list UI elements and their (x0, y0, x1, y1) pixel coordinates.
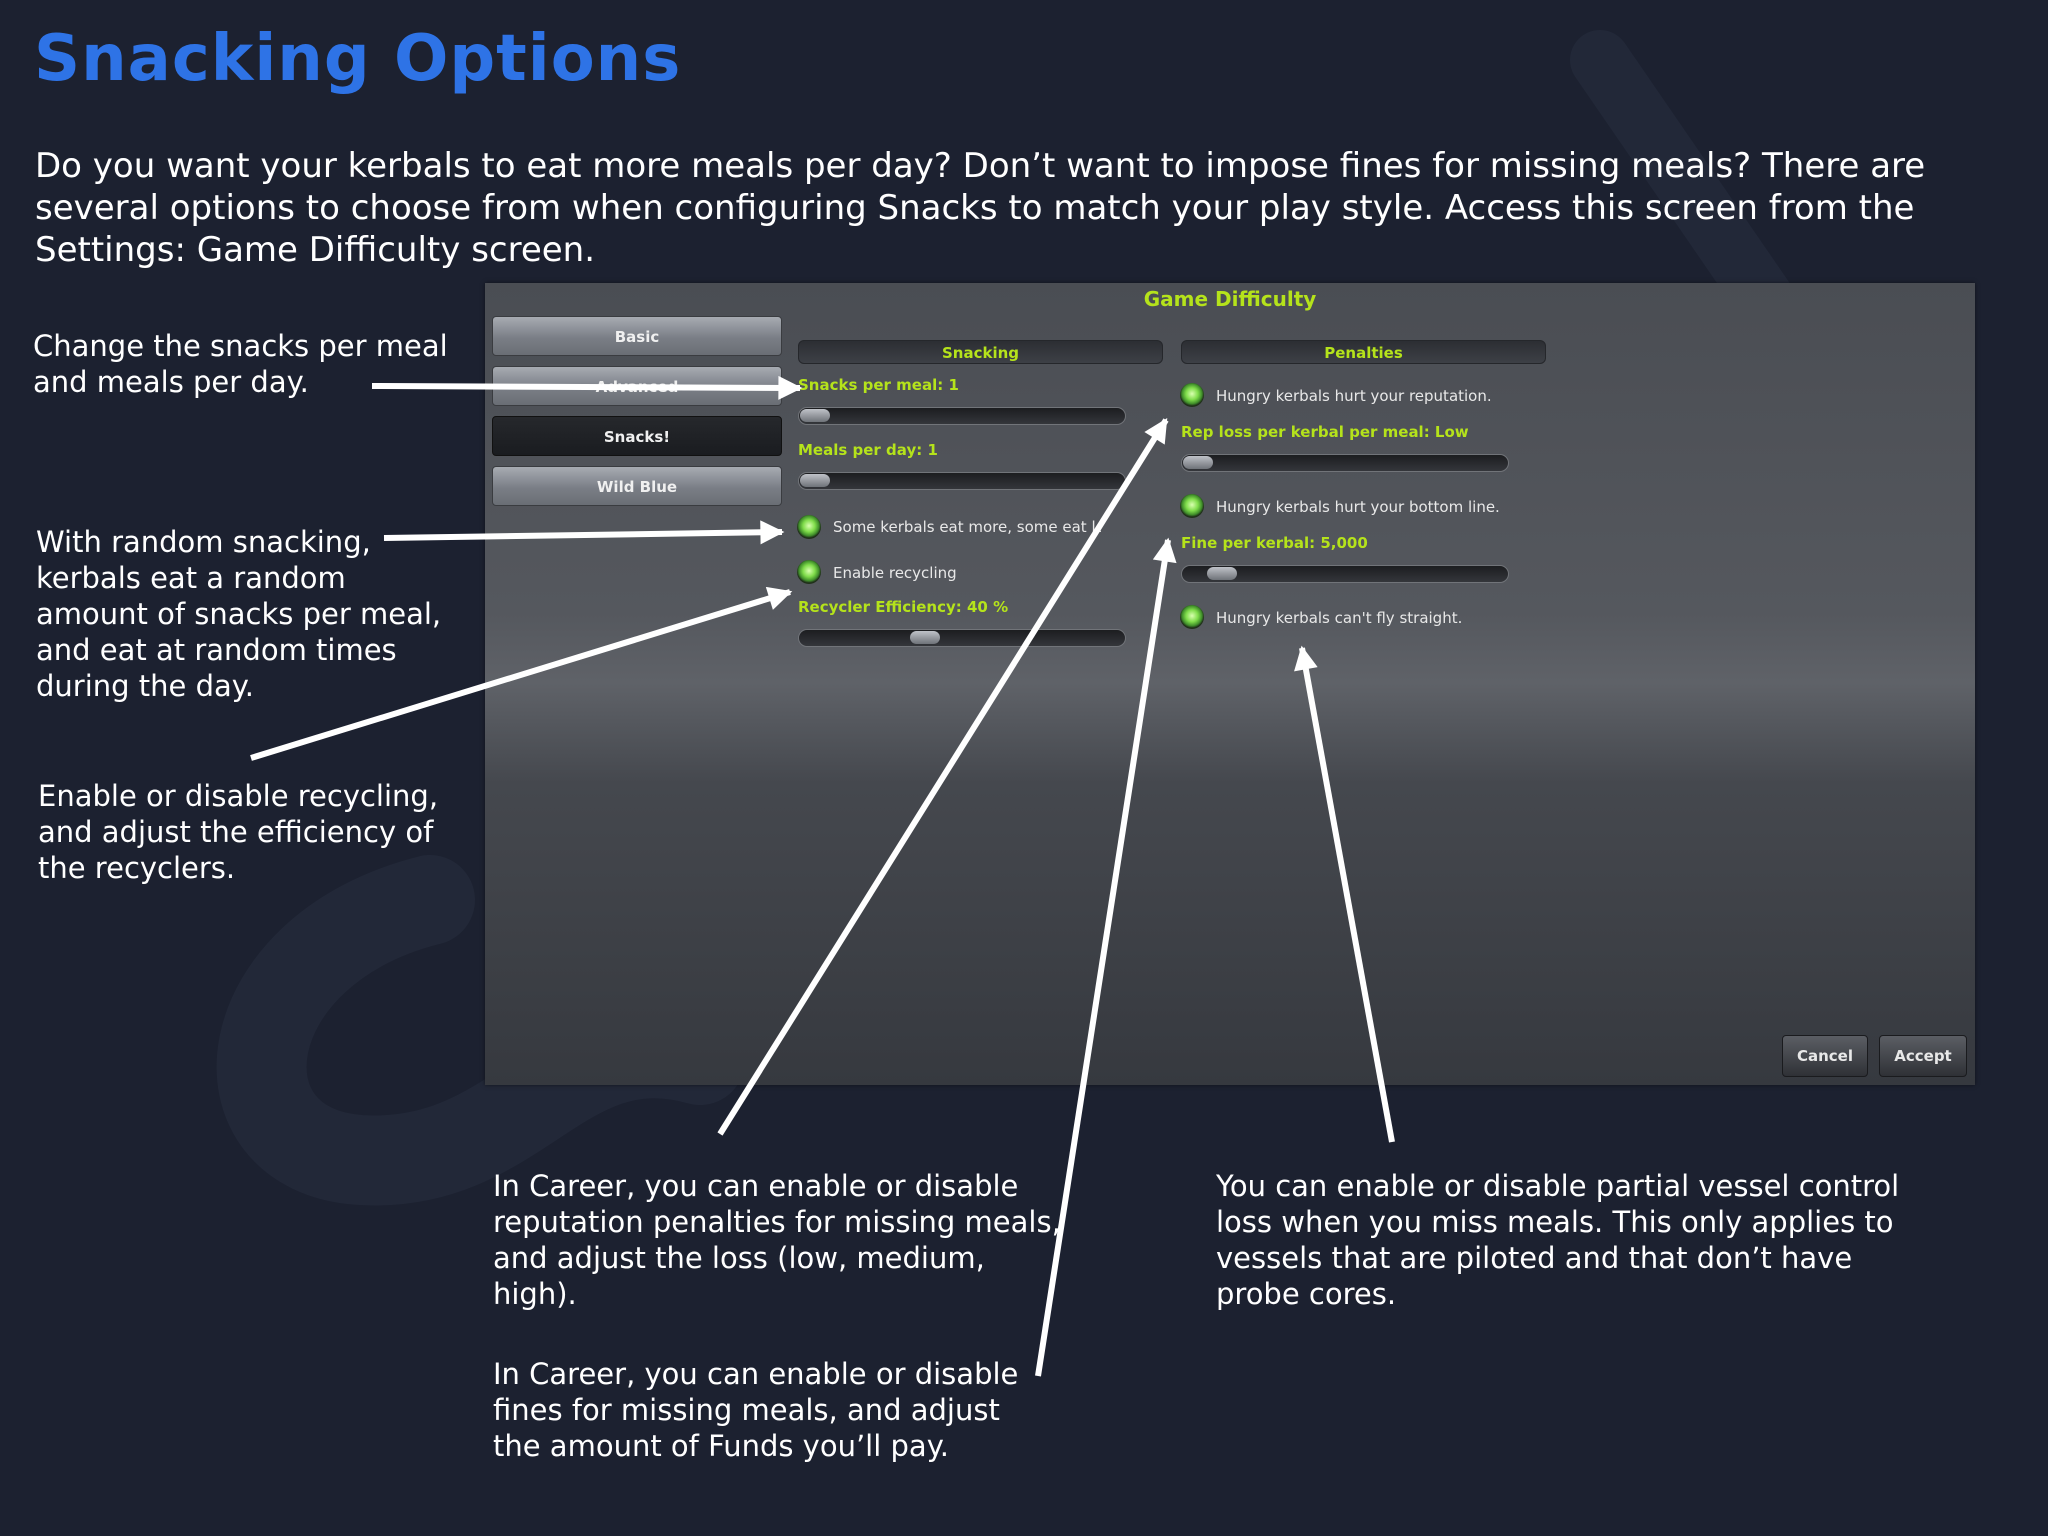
recycler-efficiency-label: Recycler Efficiency: 40 % (798, 598, 1009, 616)
tab-snacks[interactable]: Snacks! (492, 416, 782, 456)
slider-handle[interactable] (800, 474, 830, 487)
fine-per-kerbal-slider[interactable] (1181, 565, 1509, 583)
random-snacking-toggle[interactable] (797, 515, 821, 539)
random-snacking-label: Some kerbals eat more, some eat less (833, 518, 1101, 536)
fine-penalty-toggle[interactable] (1180, 494, 1204, 518)
page-title: Snacking Options (34, 22, 682, 96)
control-loss-label: Hungry kerbals can't fly straight. (1216, 609, 1463, 627)
control-loss-toggle[interactable] (1180, 605, 1204, 629)
rep-loss-slider[interactable] (1181, 454, 1509, 472)
slider-handle[interactable] (910, 631, 940, 644)
game-difficulty-window: Game Difficulty Basic Advanced Snacks! W… (485, 283, 1975, 1085)
annotation-fines: In Career, you can enable or disable fin… (493, 1357, 1019, 1463)
recycler-efficiency-slider[interactable] (798, 629, 1126, 647)
tab-wild-blue[interactable]: Wild Blue (492, 466, 782, 506)
fine-penalty-label: Hungry kerbals hurt your bottom line. (1216, 498, 1500, 516)
snacking-header: Snacking (798, 340, 1163, 364)
tab-basic[interactable]: Basic (492, 316, 782, 356)
penalties-header: Penalties (1181, 340, 1546, 364)
slider-handle[interactable] (1207, 567, 1237, 580)
snacks-per-meal-slider[interactable] (798, 407, 1126, 425)
slider-handle[interactable] (1183, 456, 1213, 469)
annotation-recycling: Enable or disable recycling, and adjust … (38, 779, 439, 885)
annotation-meals: Change the snacks per meal and meals per… (33, 329, 448, 399)
slider-handle[interactable] (800, 409, 830, 422)
meals-per-day-slider[interactable] (798, 472, 1126, 490)
recycling-toggle[interactable] (797, 560, 821, 584)
annotation-control-loss: You can enable or disable partial vessel… (1216, 1169, 1900, 1311)
tab-advanced[interactable]: Advanced (492, 366, 782, 406)
accept-button[interactable]: Accept (1879, 1035, 1967, 1077)
reputation-penalty-toggle[interactable] (1180, 383, 1204, 407)
cancel-button[interactable]: Cancel (1782, 1035, 1868, 1077)
intro-paragraph: Do you want your kerbals to eat more mea… (35, 146, 1926, 270)
rep-loss-label: Rep loss per kerbal per meal: Low (1181, 423, 1469, 441)
annotation-random-snacking: With random snacking, kerbals eat a rand… (36, 525, 442, 703)
annotation-reputation: In Career, you can enable or disable rep… (493, 1169, 1061, 1311)
recycling-label: Enable recycling (833, 564, 957, 582)
snacks-per-meal-label: Snacks per meal: 1 (798, 376, 959, 394)
reputation-penalty-label: Hungry kerbals hurt your reputation. (1216, 387, 1492, 405)
window-title: Game Difficulty (1143, 287, 1317, 311)
fine-per-kerbal-label: Fine per kerbal: 5,000 (1181, 534, 1368, 552)
meals-per-day-label: Meals per day: 1 (798, 441, 938, 459)
